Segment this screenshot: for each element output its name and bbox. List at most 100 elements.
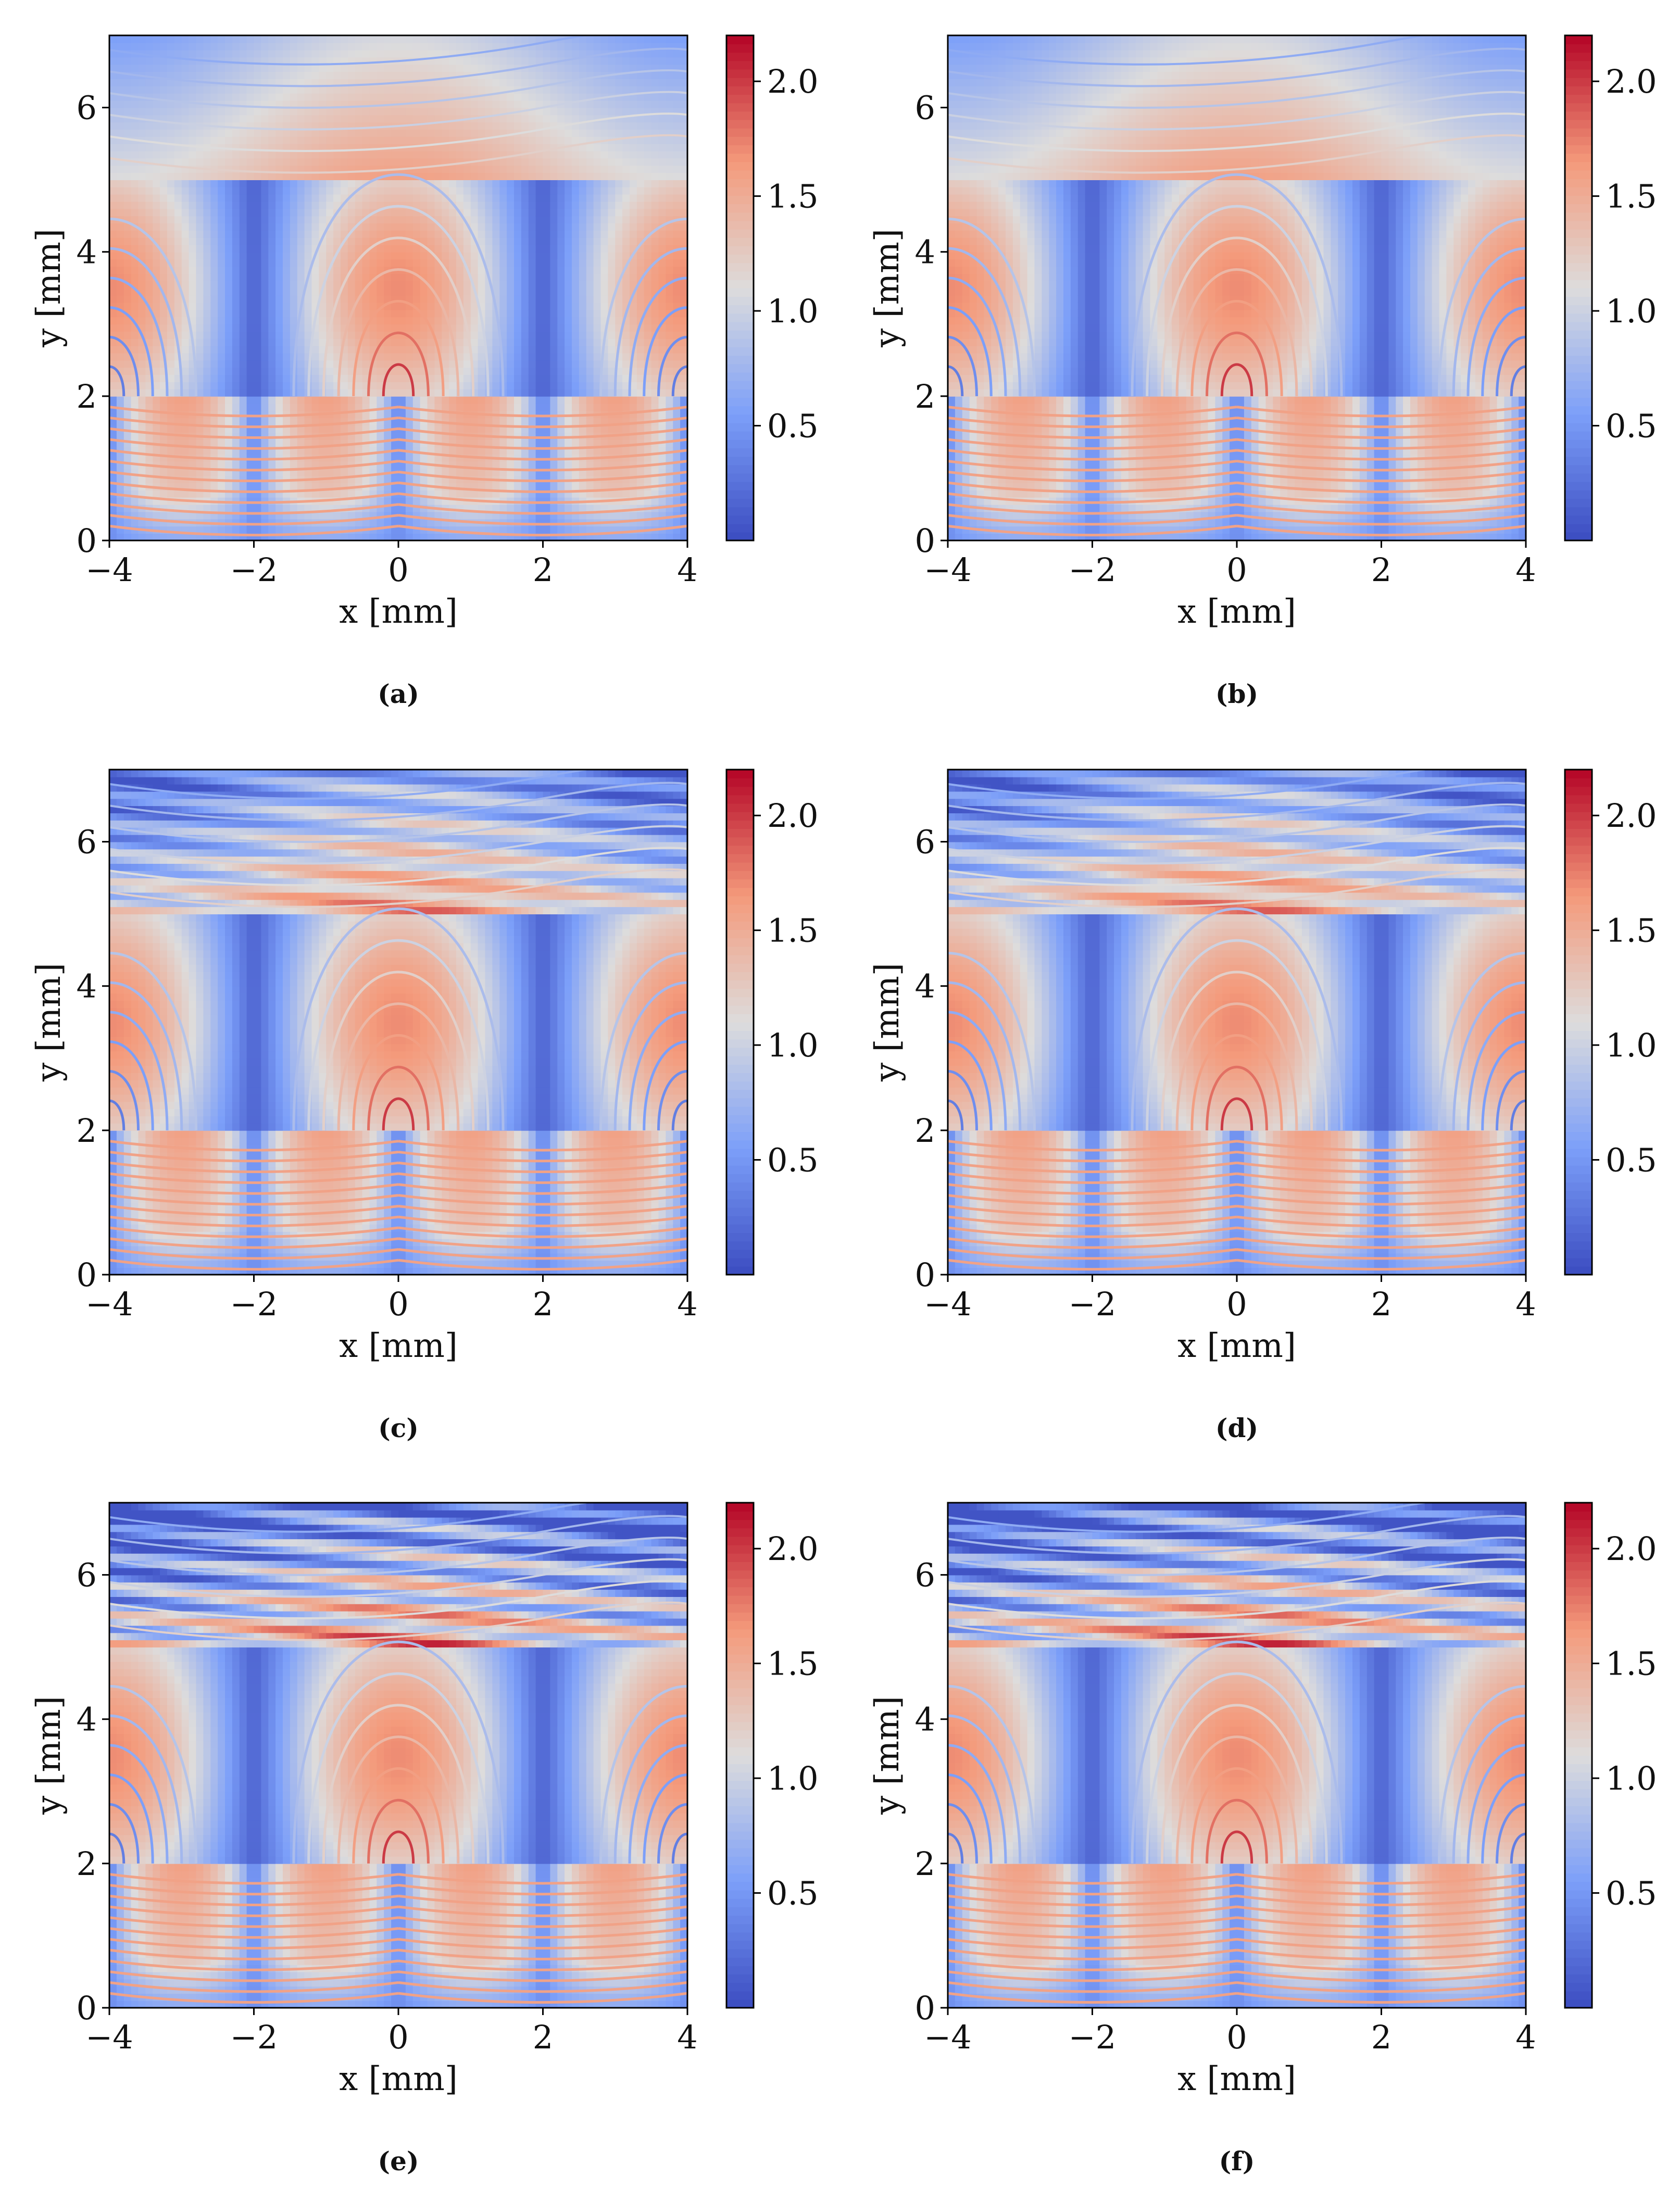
heatmap-cell xyxy=(608,338,616,346)
heatmap-cell xyxy=(600,288,609,296)
heatmap-cell xyxy=(304,237,312,245)
heatmap-cell xyxy=(579,324,587,332)
heatmap-cell xyxy=(290,396,298,404)
heatmap-cell xyxy=(109,208,117,217)
heatmap-cell xyxy=(290,208,298,217)
heatmap-cell xyxy=(586,418,594,426)
heatmap-cell xyxy=(283,259,291,267)
heatmap-cell xyxy=(434,382,443,389)
heatmap-cell xyxy=(160,468,168,476)
heatmap-cell xyxy=(550,107,558,116)
heatmap-cell xyxy=(311,374,320,382)
heatmap-cell xyxy=(268,389,276,397)
heatmap-cell xyxy=(442,345,449,354)
heatmap-cell xyxy=(593,338,601,346)
heatmap-cell xyxy=(615,446,623,455)
heatmap-cell xyxy=(311,273,320,281)
heatmap-cell xyxy=(384,324,392,332)
heatmap-cell xyxy=(210,338,218,346)
heatmap-cell xyxy=(275,71,283,79)
heatmap-cell xyxy=(116,324,124,332)
heatmap-cell xyxy=(131,331,139,339)
heatmap-cell xyxy=(535,281,544,288)
heatmap-cell xyxy=(326,194,334,202)
heatmap-cell xyxy=(123,150,132,159)
heatmap-cell xyxy=(123,64,132,72)
heatmap-cell xyxy=(304,208,312,217)
heatmap-cell xyxy=(160,180,168,187)
heatmap-cell xyxy=(405,42,413,51)
heatmap-cell xyxy=(297,136,305,144)
heatmap-cell xyxy=(507,223,515,231)
heatmap-cell xyxy=(543,42,551,51)
heatmap-cell xyxy=(528,122,536,130)
heatmap-cell xyxy=(535,526,544,534)
heatmap-cell xyxy=(355,208,363,217)
heatmap-cell xyxy=(485,100,493,108)
heatmap-cell xyxy=(225,418,233,426)
heatmap-cell xyxy=(153,86,160,94)
heatmap-cell xyxy=(268,259,276,267)
heatmap-cell xyxy=(405,309,413,318)
heatmap-cell xyxy=(203,367,211,375)
heatmap-cell xyxy=(174,251,182,260)
heatmap-cell xyxy=(261,331,269,339)
heatmap-cell xyxy=(254,331,262,339)
heatmap-cell xyxy=(384,158,392,166)
heatmap-cell xyxy=(203,273,211,281)
heatmap-cell xyxy=(203,42,211,51)
heatmap-cell xyxy=(319,64,327,72)
heatmap-cell xyxy=(449,302,457,310)
heatmap-cell xyxy=(116,237,124,245)
heatmap-cell xyxy=(550,187,558,195)
heatmap-cell xyxy=(535,244,544,253)
heatmap-cell xyxy=(138,143,146,152)
heatmap-cell xyxy=(543,331,551,339)
heatmap-cell xyxy=(210,360,218,368)
heatmap-cell xyxy=(109,100,117,108)
heatmap-cell xyxy=(557,150,565,159)
heatmap-cell xyxy=(492,382,500,389)
heatmap-cell xyxy=(203,360,211,368)
heatmap-cell xyxy=(232,309,240,318)
heatmap-cell xyxy=(160,165,168,173)
heatmap-cell xyxy=(398,288,406,296)
heatmap-cell xyxy=(326,180,334,187)
heatmap-cell xyxy=(507,288,515,296)
heatmap-cell xyxy=(326,382,334,389)
heatmap-cell xyxy=(341,309,348,318)
heatmap-cell xyxy=(572,324,580,332)
heatmap-cell xyxy=(203,259,211,267)
heatmap-cell xyxy=(225,281,233,288)
heatmap-cell xyxy=(485,150,493,159)
heatmap-cell xyxy=(225,266,233,274)
heatmap-cell xyxy=(326,107,334,116)
heatmap-cell xyxy=(239,230,247,238)
heatmap-cell xyxy=(123,331,132,339)
heatmap-cell xyxy=(297,42,305,51)
heatmap-cell xyxy=(427,353,435,361)
heatmap-cell xyxy=(499,79,507,86)
heatmap-cell xyxy=(160,281,168,288)
heatmap-cell xyxy=(615,425,623,433)
heatmap-cell xyxy=(225,201,233,209)
heatmap-cell xyxy=(189,302,197,310)
heatmap-cell xyxy=(391,71,399,79)
heatmap-cell xyxy=(384,187,392,195)
heatmap-cell xyxy=(326,360,334,368)
heatmap-cell xyxy=(218,439,225,447)
heatmap-cell xyxy=(398,244,406,253)
heatmap-cell xyxy=(196,150,204,159)
heatmap-cell xyxy=(593,129,601,137)
heatmap-cell xyxy=(347,129,356,137)
heatmap-cell xyxy=(586,158,594,166)
heatmap-cell xyxy=(579,360,587,368)
heatmap-cell xyxy=(210,208,218,217)
heatmap-cell xyxy=(499,187,507,195)
heatmap-cell xyxy=(145,259,154,267)
heatmap-cell xyxy=(492,79,500,86)
heatmap-cell xyxy=(297,230,305,238)
heatmap-cell xyxy=(507,461,515,469)
heatmap-cell xyxy=(557,504,565,512)
heatmap-cell xyxy=(412,194,421,202)
